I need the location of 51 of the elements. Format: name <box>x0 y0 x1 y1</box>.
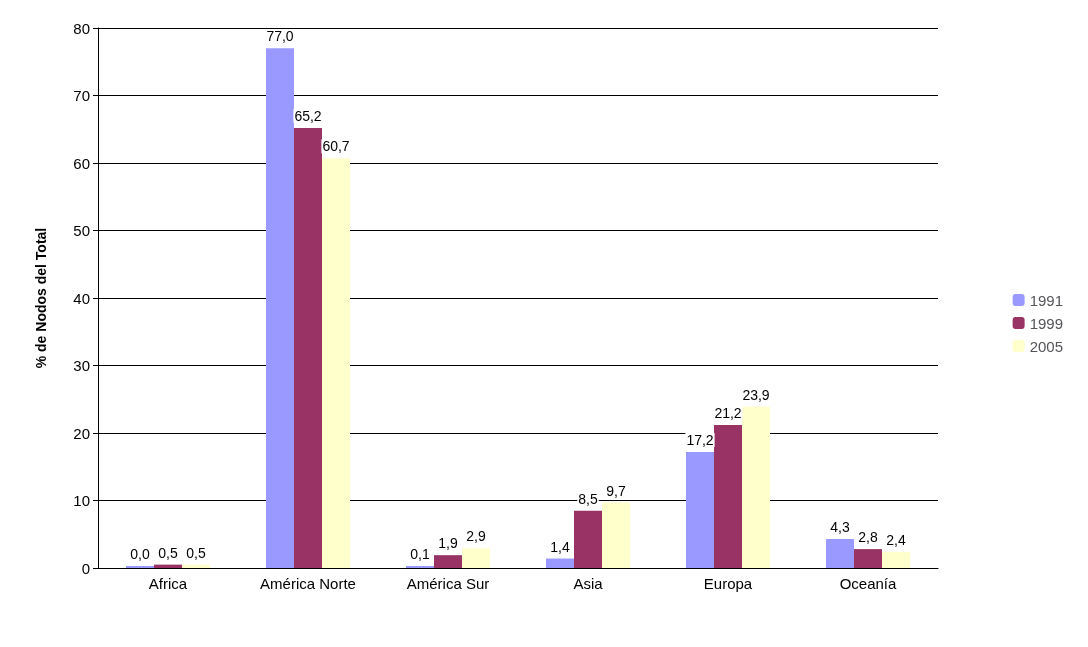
legend-label: 2005 <box>1029 337 1064 355</box>
legend-label: 1999 <box>1029 314 1064 332</box>
bar <box>854 549 882 568</box>
bar <box>742 406 770 568</box>
y-tick-label: 80 <box>73 19 90 37</box>
data-label: 0,5 <box>186 544 206 561</box>
bar <box>826 538 854 568</box>
data-label: 23,9 <box>742 386 770 403</box>
data-label: 0,5 <box>158 544 178 561</box>
legend-label: 1991 <box>1029 291 1064 309</box>
x-tick-label: Asia <box>573 575 604 592</box>
bar <box>294 127 322 568</box>
data-label: 17,2 <box>686 431 714 448</box>
bar <box>602 502 630 568</box>
y-tick-label: 20 <box>73 424 90 442</box>
data-label: 2,4 <box>886 531 906 548</box>
bar <box>686 451 714 568</box>
data-label: 1,9 <box>438 535 458 552</box>
data-label: 21,2 <box>714 404 742 421</box>
y-tick-label: 10 <box>73 492 90 509</box>
bar <box>434 555 462 568</box>
bar <box>546 558 574 568</box>
bar <box>714 424 742 568</box>
data-label: 77,0 <box>266 28 294 45</box>
data-label: 1,4 <box>550 538 570 555</box>
bar <box>266 48 294 568</box>
y-tick-label: 70 <box>73 87 90 104</box>
data-label: 65,2 <box>294 107 322 124</box>
data-label: 0,0 <box>130 546 150 562</box>
data-label: 8,5 <box>578 490 598 507</box>
data-label: 2,9 <box>466 528 486 545</box>
y-tick-label: 50 <box>73 222 90 239</box>
x-tick-label: Oceanía <box>839 575 897 592</box>
bar <box>882 551 910 568</box>
bar <box>574 510 602 568</box>
y-tick-label: 40 <box>73 289 90 307</box>
bar <box>322 158 350 568</box>
data-label: 2,8 <box>858 529 878 546</box>
y-tick-label: 60 <box>73 154 90 172</box>
x-tick-label: América Sur <box>406 575 490 592</box>
x-tick-label: Africa <box>148 575 188 592</box>
x-tick-label: América Norte <box>260 575 356 592</box>
y-axis-title: % de Nodos del Total <box>33 227 49 369</box>
y-tick-label: 30 <box>73 357 90 374</box>
data-label: 0,1 <box>410 546 430 562</box>
data-label: 4,3 <box>830 518 850 535</box>
data-label: 60,7 <box>322 138 350 155</box>
y-tick-label: 0 <box>81 559 90 577</box>
data-label: 9,7 <box>606 482 626 499</box>
bar <box>462 548 490 568</box>
x-tick-label: Europa <box>703 575 753 592</box>
